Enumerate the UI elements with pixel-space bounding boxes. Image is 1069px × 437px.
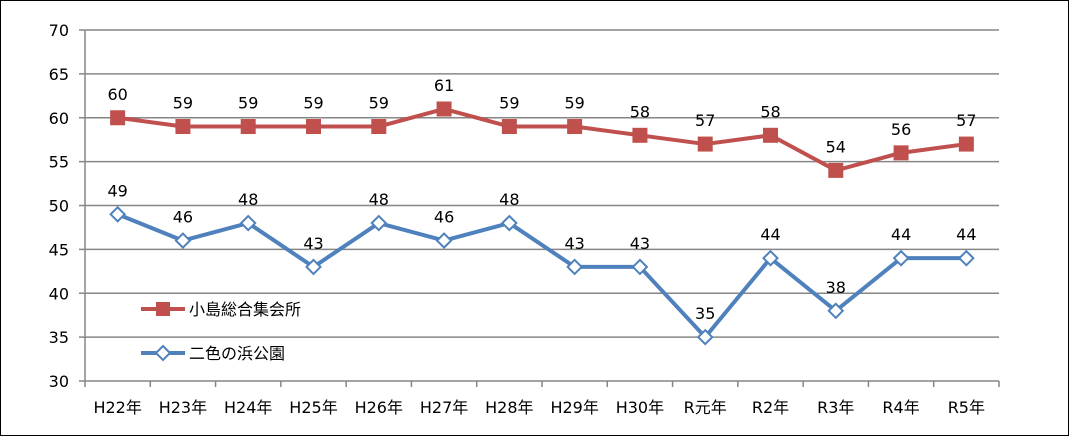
series-line xyxy=(116,212,967,340)
data-point xyxy=(175,119,191,135)
data-point xyxy=(893,145,909,161)
series-1 xyxy=(110,101,974,178)
axes xyxy=(79,29,1000,387)
legend-marker xyxy=(154,344,172,362)
series-layer xyxy=(109,101,975,346)
x-tick-label: R3年 xyxy=(817,398,854,417)
data-label: 44 xyxy=(891,225,911,244)
x-tick-label: H24年 xyxy=(224,398,272,417)
data-label: 38 xyxy=(826,278,846,297)
data-label: 46 xyxy=(173,208,193,227)
x-tick-label: H26年 xyxy=(355,398,403,417)
x-tick-label: H28年 xyxy=(485,398,533,417)
x-tick-label: R4年 xyxy=(882,398,919,417)
data-point xyxy=(566,258,584,276)
x-tick-label: H27年 xyxy=(420,398,468,417)
data-label: 54 xyxy=(826,137,846,156)
data-point xyxy=(500,214,518,232)
x-tick-label: R元年 xyxy=(684,398,727,417)
x-tick-label: R5年 xyxy=(948,398,985,417)
data-point xyxy=(109,205,127,223)
data-label: 43 xyxy=(630,234,650,253)
y-tick-label: 60 xyxy=(49,109,69,128)
data-point xyxy=(240,119,256,135)
data-point xyxy=(957,249,975,267)
data-label: 56 xyxy=(891,120,911,139)
data-label: 59 xyxy=(369,94,389,113)
data-label: 48 xyxy=(238,190,258,209)
data-point xyxy=(110,110,126,126)
gridlines xyxy=(85,29,999,338)
data-point xyxy=(370,214,388,232)
y-tick-label: 45 xyxy=(49,240,69,259)
series-line xyxy=(117,106,967,173)
data-point xyxy=(827,302,845,320)
legend-item-1: 小島総合集会所 xyxy=(141,300,301,319)
data-label: 59 xyxy=(564,94,584,113)
data-label: 49 xyxy=(107,181,127,200)
x-tick-labels: H22年 H23年 H24年 H25年 H26年 H27年 H28年 H29年 H30年 R元年 R… xyxy=(93,398,985,417)
data-point xyxy=(174,232,192,250)
data-point xyxy=(305,258,322,276)
data-label: 43 xyxy=(303,234,323,253)
data-label: 44 xyxy=(760,225,780,244)
data-label: 43 xyxy=(564,234,584,253)
data-label: 44 xyxy=(956,225,976,244)
y-tick-label: 70 xyxy=(49,21,69,40)
data-labels: 60 59 59 59 59 61 59 59 58 57 58 54 56 57 49 46 48 43 48 46… xyxy=(107,76,976,323)
data-point xyxy=(762,249,779,267)
data-point xyxy=(697,136,713,152)
legend-marker xyxy=(156,302,170,316)
data-point xyxy=(828,162,844,178)
data-label: 58 xyxy=(630,102,650,121)
x-tick-label: H30年 xyxy=(616,398,664,417)
legend-label: 二色の浜公園 xyxy=(189,344,285,363)
data-label: 60 xyxy=(107,85,127,104)
y-tick-label: 40 xyxy=(49,284,69,303)
data-label: 59 xyxy=(303,94,323,113)
data-point xyxy=(306,119,321,135)
y-tick-label: 30 xyxy=(49,372,69,391)
y-tick-label: 65 xyxy=(49,65,69,84)
data-point xyxy=(371,119,387,135)
data-label: 58 xyxy=(760,102,780,121)
data-point xyxy=(892,249,910,267)
data-label: 59 xyxy=(173,94,193,113)
data-point xyxy=(631,258,649,276)
y-tick-label: 55 xyxy=(49,153,69,172)
data-label: 59 xyxy=(499,94,519,113)
data-label: 59 xyxy=(238,94,258,113)
y-tick-label: 35 xyxy=(49,328,69,347)
data-label: 57 xyxy=(695,111,715,130)
x-tick-label: R2年 xyxy=(752,398,789,417)
series-2 xyxy=(109,205,975,346)
legend-label: 小島総合集会所 xyxy=(189,300,301,319)
data-point xyxy=(436,101,452,117)
data-label: 35 xyxy=(695,304,715,323)
data-label: 57 xyxy=(956,111,976,130)
data-point xyxy=(696,328,714,346)
data-point xyxy=(239,214,257,232)
data-point xyxy=(632,127,648,143)
data-label: 46 xyxy=(434,208,454,227)
data-label: 48 xyxy=(369,190,389,209)
y-tick-labels: 30 35 40 45 50 55 60 65 70 xyxy=(49,21,69,391)
data-label: 48 xyxy=(499,190,519,209)
data-point xyxy=(763,127,778,143)
x-tick-label: H22年 xyxy=(93,398,141,417)
data-point xyxy=(567,119,583,135)
data-point xyxy=(501,119,517,135)
y-tick-label: 50 xyxy=(49,197,69,216)
legend-item-2: 二色の浜公園 xyxy=(141,344,285,363)
x-tick-label: H29年 xyxy=(550,398,598,417)
x-tick-label: H23年 xyxy=(159,398,207,417)
data-label: 61 xyxy=(434,76,454,95)
x-tick-label: H25年 xyxy=(289,398,337,417)
data-point xyxy=(435,232,453,250)
data-point xyxy=(958,136,974,152)
